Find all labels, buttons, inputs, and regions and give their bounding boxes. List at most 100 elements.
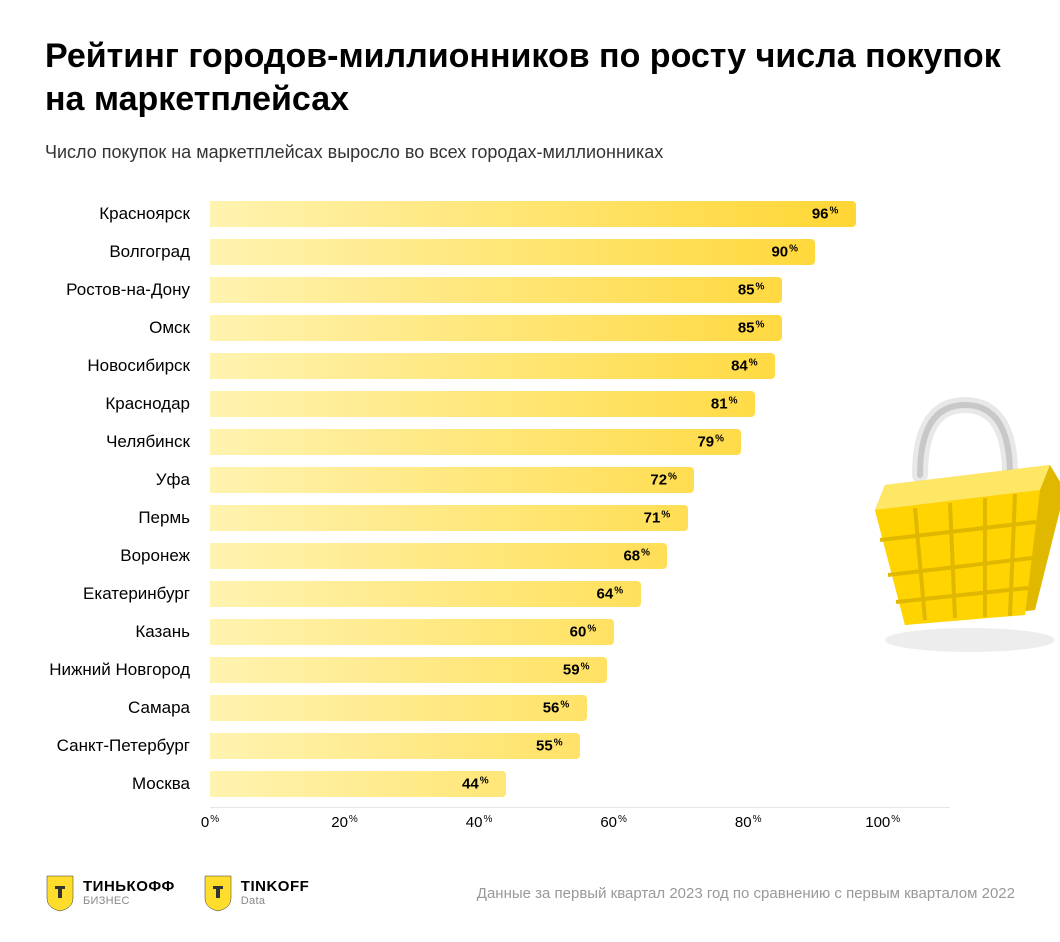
bar-row: Челябинск79% xyxy=(210,423,950,461)
bar-track: 64% xyxy=(210,581,950,607)
bar-row: Ростов-на-Дону85% xyxy=(210,271,950,309)
bar-value: 55% xyxy=(536,738,563,755)
footnote: Данные за первый квартал 2023 год по сра… xyxy=(477,885,1015,902)
logo-group: ТИНЬКОФФ БИЗНЕС TINKOFF Data xyxy=(45,874,309,912)
bar xyxy=(210,505,688,531)
bar-value: 68% xyxy=(623,548,650,565)
axis-tick: 100% xyxy=(865,814,900,831)
bar-value: 59% xyxy=(563,662,590,679)
bar-label: Краснодар xyxy=(35,394,200,414)
bar-label: Нижний Новгород xyxy=(35,660,200,680)
bar-label: Новосибирск xyxy=(35,356,200,376)
bar xyxy=(210,543,667,569)
bar-value: 90% xyxy=(771,244,798,261)
bar-value: 85% xyxy=(738,320,765,337)
bar-value: 64% xyxy=(597,586,624,603)
bar-value: 60% xyxy=(570,624,597,641)
bar xyxy=(210,733,580,759)
bar-label: Екатеринбург xyxy=(35,584,200,604)
bar-track: 60% xyxy=(210,619,950,645)
bar xyxy=(210,315,782,341)
bar xyxy=(210,239,815,265)
bar-row: Санкт-Петербург55% xyxy=(210,727,950,765)
brand-logo: ТИНЬКОФФ БИЗНЕС xyxy=(45,874,175,912)
chart-title: Рейтинг городов-миллионников по росту чи… xyxy=(45,35,1015,120)
bar-row: Казань60% xyxy=(210,613,950,651)
bar-row: Екатеринбург64% xyxy=(210,575,950,613)
chart-area: Красноярск96%Волгоград90%Ростов-на-Дону8… xyxy=(210,195,950,835)
bar xyxy=(210,619,614,645)
bar-value: 96% xyxy=(812,206,839,223)
bar-label: Воронеж xyxy=(35,546,200,566)
bar-value: 84% xyxy=(731,358,758,375)
bar-value: 71% xyxy=(644,510,671,527)
bar-row: Новосибирск84% xyxy=(210,347,950,385)
bar-track: 44% xyxy=(210,771,950,797)
bar-label: Омск xyxy=(35,318,200,338)
bar-track: 85% xyxy=(210,277,950,303)
bar-track: 72% xyxy=(210,467,950,493)
bar-row: Пермь71% xyxy=(210,499,950,537)
bar-label: Москва xyxy=(35,774,200,794)
bar-track: 96% xyxy=(210,201,950,227)
bar-label: Челябинск xyxy=(35,432,200,452)
bar-label: Уфа xyxy=(35,470,200,490)
bar-track: 59% xyxy=(210,657,950,683)
bar-track: 79% xyxy=(210,429,950,455)
logo-brand-text: ТИНЬКОФФ xyxy=(83,879,175,894)
bar-label: Казань xyxy=(35,622,200,642)
axis-tick: 20% xyxy=(331,814,358,831)
bar-row: Краснодар81% xyxy=(210,385,950,423)
bar-label: Волгоград xyxy=(35,242,200,262)
axis-tick: 80% xyxy=(735,814,762,831)
bar-row: Уфа72% xyxy=(210,461,950,499)
bar xyxy=(210,277,782,303)
axis-tick: 0% xyxy=(201,814,219,831)
shield-icon xyxy=(203,874,233,912)
bar-value: 85% xyxy=(738,282,765,299)
bar-row: Омск85% xyxy=(210,309,950,347)
bar-track: 71% xyxy=(210,505,950,531)
bar-label: Санкт-Петербург xyxy=(35,736,200,756)
bar-track: 56% xyxy=(210,695,950,721)
bars-wrapper: Красноярск96%Волгоград90%Ростов-на-Дону8… xyxy=(210,195,950,803)
axis-tick: 40% xyxy=(466,814,493,831)
bar-row: Нижний Новгород59% xyxy=(210,651,950,689)
bar xyxy=(210,467,694,493)
bar-label: Ростов-на-Дону xyxy=(35,280,200,300)
bar-label: Красноярск xyxy=(35,204,200,224)
bar-track: 84% xyxy=(210,353,950,379)
logo-sub-text: Data xyxy=(241,896,310,907)
axis-tick: 60% xyxy=(600,814,627,831)
chart-subtitle: Число покупок на маркетплейсах выросло в… xyxy=(45,142,1015,163)
bar xyxy=(210,201,856,227)
shopping-basket-icon xyxy=(850,380,1060,660)
logo-sub-text: БИЗНЕС xyxy=(83,896,175,907)
bar xyxy=(210,695,587,721)
x-axis: 0%20%40%60%80%100% xyxy=(210,807,950,839)
bar-track: 55% xyxy=(210,733,950,759)
bar xyxy=(210,429,741,455)
bar-value: 44% xyxy=(462,776,489,793)
bar-row: Москва44% xyxy=(210,765,950,803)
shield-icon xyxy=(45,874,75,912)
bar-row: Красноярск96% xyxy=(210,195,950,233)
logo-brand-text: TINKOFF xyxy=(241,879,310,894)
bar xyxy=(210,391,755,417)
bar-row: Волгоград90% xyxy=(210,233,950,271)
bar-value: 81% xyxy=(711,396,738,413)
bar-label: Самара xyxy=(35,698,200,718)
bar-value: 72% xyxy=(650,472,677,489)
bar-value: 79% xyxy=(697,434,724,451)
bar-value: 56% xyxy=(543,700,570,717)
bar-track: 90% xyxy=(210,239,950,265)
bar-label: Пермь xyxy=(35,508,200,528)
footer: ТИНЬКОФФ БИЗНЕС TINKOFF Data Данные за п… xyxy=(45,874,1015,912)
bar-track: 85% xyxy=(210,315,950,341)
bar xyxy=(210,657,607,683)
bar xyxy=(210,353,775,379)
brand-logo: TINKOFF Data xyxy=(203,874,310,912)
bar-track: 68% xyxy=(210,543,950,569)
bar-row: Воронеж68% xyxy=(210,537,950,575)
bar-track: 81% xyxy=(210,391,950,417)
